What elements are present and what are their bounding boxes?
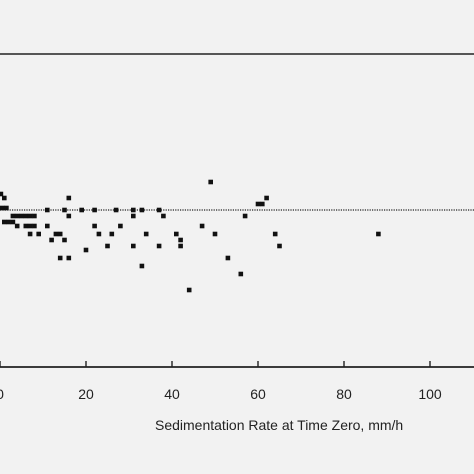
- data-point-0-12: [10, 219, 16, 225]
- data-point-0-19: [45, 223, 50, 229]
- data-point-0-23: [62, 237, 67, 243]
- data-point-0-63: [376, 231, 381, 237]
- data-point-0-36: [156, 207, 162, 213]
- data-point-0-49: [178, 243, 183, 249]
- data-point-0-31: [79, 207, 84, 213]
- data-point-0-24: [62, 207, 67, 213]
- data-point-0-62: [277, 243, 282, 249]
- data-point-0-58: [255, 201, 261, 207]
- data-point-0-7: [23, 213, 29, 219]
- x-tick-label-1: 20: [78, 386, 94, 402]
- x-axis-ticks: 0 20 40 60 80 100: [0, 361, 442, 402]
- data-point-0-10: [2, 219, 7, 225]
- data-point-0-45: [143, 231, 149, 237]
- data-point-0-30: [83, 247, 89, 253]
- data-point-0-39: [92, 223, 97, 229]
- data-point-0-18: [27, 231, 33, 237]
- data-point-0-15: [27, 223, 33, 229]
- data-point-0-35: [139, 207, 145, 213]
- x-tick-label-2: 40: [164, 386, 180, 402]
- data-point-0-27: [45, 207, 50, 213]
- data-point-0-21: [57, 231, 63, 237]
- x-tick-label-4: 80: [336, 386, 352, 402]
- x-axis-label: Sedimentation Rate at Time Zero, mm/h: [155, 417, 403, 433]
- data-point-0-5: [14, 213, 20, 219]
- data-point-0-50: [178, 237, 183, 243]
- data-point-0-53: [208, 179, 213, 185]
- data-point-0-3: [4, 205, 9, 211]
- data-point-0-46: [139, 263, 145, 269]
- data-point-0-34: [131, 207, 136, 213]
- data-point-0-1: [2, 195, 7, 201]
- data-point-0-0: [0, 191, 4, 197]
- data-point-0-20: [53, 231, 59, 237]
- data-point-0-13: [14, 223, 20, 229]
- data-point-0-59: [260, 201, 265, 207]
- data-point-0-40: [96, 231, 102, 237]
- data-point-0-37: [161, 213, 166, 219]
- data-points: [0, 179, 381, 293]
- data-point-0-16: [32, 223, 37, 229]
- data-point-0-57: [242, 213, 248, 219]
- data-point-0-33: [113, 207, 119, 213]
- data-point-0-41: [109, 231, 115, 237]
- data-point-0-6: [19, 213, 24, 219]
- data-point-0-25: [66, 213, 72, 219]
- data-point-0-43: [118, 223, 123, 229]
- x-tick-label-3: 60: [250, 386, 266, 402]
- data-point-0-14: [23, 223, 29, 229]
- x-tick-label-0: 0: [0, 386, 4, 402]
- data-point-0-11: [6, 219, 11, 225]
- data-point-0-38: [131, 213, 136, 219]
- data-point-0-55: [225, 255, 231, 261]
- data-point-0-48: [174, 231, 179, 237]
- data-point-0-51: [186, 287, 192, 293]
- data-point-0-42: [105, 243, 110, 249]
- data-point-0-22: [49, 237, 54, 243]
- data-point-0-32: [92, 207, 97, 213]
- data-point-0-17: [36, 231, 41, 237]
- data-point-0-26: [66, 195, 72, 201]
- data-point-0-29: [66, 255, 72, 261]
- data-point-0-2: [0, 205, 5, 211]
- data-point-0-60: [264, 195, 269, 201]
- data-point-0-52: [199, 223, 205, 229]
- data-point-0-9: [32, 213, 37, 219]
- data-point-0-44: [131, 243, 136, 249]
- x-tick-label-5: 100: [418, 386, 442, 402]
- data-point-0-61: [272, 231, 278, 237]
- data-point-0-56: [238, 271, 244, 277]
- data-point-0-54: [212, 231, 218, 237]
- data-point-0-8: [27, 213, 33, 219]
- data-point-0-4: [10, 213, 16, 219]
- data-point-0-47: [156, 243, 162, 249]
- data-point-0-28: [57, 255, 63, 261]
